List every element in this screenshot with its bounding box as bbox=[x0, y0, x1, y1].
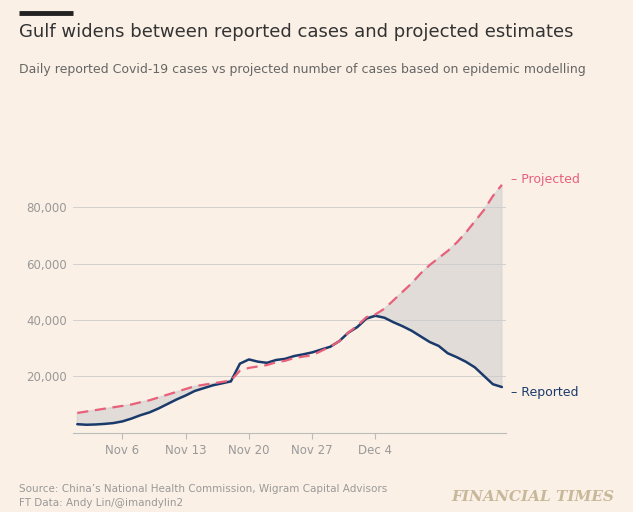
Text: Daily reported Covid-19 cases vs projected number of cases based on epidemic mod: Daily reported Covid-19 cases vs project… bbox=[19, 63, 586, 76]
Text: – Reported: – Reported bbox=[511, 386, 579, 399]
Text: – Projected: – Projected bbox=[511, 173, 580, 186]
Text: Source: China’s National Health Commission, Wigram Capital Advisors
FT Data: And: Source: China’s National Health Commissi… bbox=[19, 484, 387, 508]
Text: Gulf widens between reported cases and projected estimates: Gulf widens between reported cases and p… bbox=[19, 23, 573, 41]
Text: FINANCIAL TIMES: FINANCIAL TIMES bbox=[451, 490, 614, 504]
